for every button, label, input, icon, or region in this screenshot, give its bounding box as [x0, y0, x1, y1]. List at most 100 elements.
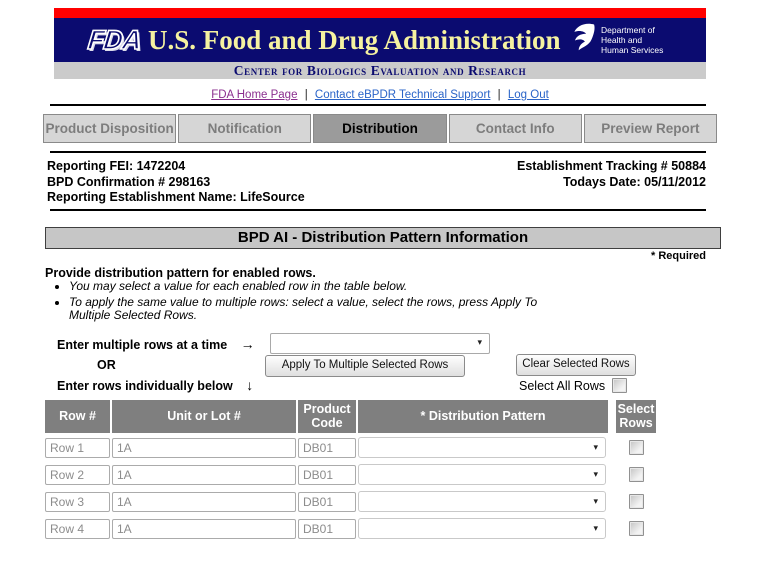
instruction-item: You may select a value for each enabled … — [69, 279, 580, 294]
top-links: FDA Home Page | Contact eBPDR Technical … — [54, 89, 706, 101]
table-row-cell: ▾ — [358, 435, 608, 460]
row-number-field — [45, 437, 110, 458]
enter-multiple-label: Enter multiple rows at a time → — [57, 336, 255, 352]
table-row-cell — [112, 516, 296, 541]
row-number-field — [45, 518, 110, 539]
table-row-cell — [112, 462, 296, 487]
product-code-field — [298, 464, 356, 485]
establishment-tracking: Establishment Tracking # 50884 — [517, 159, 706, 173]
table-row-cell — [45, 516, 110, 541]
link-fda-home-page[interactable]: FDA Home Page — [211, 89, 298, 101]
product-code-field — [298, 518, 356, 539]
unit-or-lot-field — [112, 518, 296, 539]
hhs-logo: Department of Health and Human Services — [568, 22, 700, 59]
reporting-establishment: Reporting Establishment Name: LifeSource — [47, 190, 305, 204]
multi-row-pattern-select[interactable]: ▾ — [270, 333, 490, 354]
down-arrow-icon: ↓ — [246, 377, 254, 393]
row-select-checkbox[interactable] — [628, 440, 644, 455]
enter-multiple-text: Enter multiple rows at a time — [57, 338, 228, 352]
report-info-left: Reporting FEI: 1472204 BPD Confirmation … — [47, 159, 305, 206]
column-header-unit-or-lot: Unit or Lot # — [112, 400, 296, 433]
unit-or-lot-field — [112, 491, 296, 512]
column-header-select-rows: Select Rows — [616, 400, 656, 433]
todays-date: Todays Date: 05/11/2012 — [563, 174, 706, 189]
table-row-cell — [298, 516, 356, 541]
row-number-field — [45, 491, 110, 512]
distribution-pattern-select[interactable]: ▾ — [358, 464, 606, 485]
fda-banner: FDA U.S. Food and Drug Administration De… — [54, 8, 706, 79]
hhs-eagle-icon — [568, 22, 598, 59]
instructions-heading: Provide distribution pattern for enabled… — [45, 266, 316, 280]
dropdown-arrow-icon: ▾ — [593, 469, 598, 479]
hhs-line: Human Services — [601, 45, 664, 55]
right-arrow-icon: → — [240, 336, 255, 352]
fda-logo: FDA — [86, 24, 143, 56]
dropdown-arrow-icon: ▾ — [593, 496, 598, 506]
product-code-field — [298, 491, 356, 512]
enter-individually-label: Enter rows individually below ↓ — [57, 377, 253, 393]
tab-distribution[interactable]: Distribution — [313, 114, 447, 143]
link-log-out[interactable]: Log Out — [507, 89, 549, 101]
apply-to-multiple-button[interactable]: Apply To Multiple Selected Rows — [265, 355, 465, 377]
distribution-pattern-select[interactable]: ▾ — [358, 491, 606, 512]
unit-or-lot-field — [112, 464, 296, 485]
divider — [50, 209, 706, 211]
table-row-cell — [298, 435, 356, 460]
banner-navy-band: FDA U.S. Food and Drug Administration De… — [54, 18, 706, 62]
select-all-rows-checkbox[interactable] — [612, 378, 627, 393]
tab-contact-info[interactable]: Contact Info — [448, 114, 582, 143]
clear-selected-rows-button[interactable]: Clear Selected Rows — [516, 354, 636, 376]
row-select-checkbox[interactable] — [628, 467, 644, 482]
instruction-item: To apply the same value to multiple rows… — [69, 295, 580, 323]
link-contact-support[interactable]: Contact eBPDR Technical Support — [314, 89, 491, 101]
column-header-product-code: Product Code — [298, 400, 356, 433]
row-select-checkbox[interactable] — [628, 494, 644, 509]
link-separator: | — [497, 89, 501, 101]
row-number-field — [45, 464, 110, 485]
column-header-row: Row # — [45, 400, 110, 433]
table-row-cell — [616, 516, 656, 541]
enter-individually-text: Enter rows individually below — [57, 379, 233, 393]
dropdown-arrow-icon: ▾ — [593, 442, 598, 452]
dropdown-arrow-icon: ▾ — [477, 337, 482, 347]
report-info-right: Establishment Tracking # 50884 Todays Da… — [517, 159, 706, 190]
table-row-cell — [45, 462, 110, 487]
unit-or-lot-field — [112, 437, 296, 458]
table-row-cell — [45, 435, 110, 460]
table-row-cell — [616, 489, 656, 514]
table-row-cell: ▾ — [358, 462, 608, 487]
hhs-line: Department of — [601, 25, 655, 35]
table-row-cell — [112, 489, 296, 514]
page-title: BPD AI - Distribution Pattern Informatio… — [45, 227, 721, 249]
divider — [50, 151, 706, 153]
table-row-cell — [616, 462, 656, 487]
table-row-cell — [298, 489, 356, 514]
dropdown-arrow-icon: ▾ — [593, 523, 598, 533]
select-all-rows-label: Select All Rows — [519, 379, 606, 393]
product-code-field — [298, 437, 356, 458]
tab-preview-report[interactable]: Preview Report — [583, 114, 718, 143]
distribution-pattern-select[interactable]: ▾ — [358, 437, 606, 458]
instructions-list: You may select a value for each enabled … — [45, 279, 580, 325]
table-row-cell — [298, 462, 356, 487]
hhs-text: Department of Health and Human Services — [601, 25, 663, 55]
table-row-cell — [616, 435, 656, 460]
banner-red-stripe — [54, 8, 706, 18]
distribution-pattern-select[interactable]: ▾ — [358, 518, 606, 539]
banner-title: U.S. Food and Drug Administration — [147, 24, 561, 55]
tab-product-disposition[interactable]: Product Disposition — [43, 114, 177, 143]
cber-subtitle: Center for Biologics Evaluation and Rese… — [54, 62, 706, 79]
or-label: OR — [97, 358, 116, 372]
link-separator: | — [304, 89, 308, 101]
table-row-cell — [112, 435, 296, 460]
tab-notification[interactable]: Notification — [178, 114, 312, 143]
column-header-distribution-pattern: * Distribution Pattern — [358, 400, 608, 433]
row-select-checkbox[interactable] — [628, 521, 644, 536]
tab-bar: Product Disposition Notification Distrib… — [43, 114, 718, 143]
table-row-cell: ▾ — [358, 516, 608, 541]
bpd-confirmation: BPD Confirmation # 298163 — [47, 174, 211, 189]
divider — [50, 104, 706, 106]
table-row-cell: ▾ — [358, 489, 608, 514]
table-row-cell — [45, 489, 110, 514]
